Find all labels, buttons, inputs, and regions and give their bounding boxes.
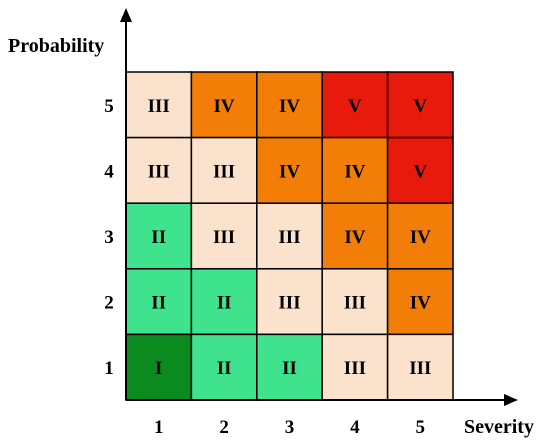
matrix-cell-p5-s2	[190, 71, 258, 139]
matrix-cell-level-p1-s2: II	[217, 358, 232, 379]
x-tick-label: 3	[285, 417, 295, 438]
matrix-cell-level-p3-s4: IV	[344, 227, 365, 248]
matrix-cell-level-p5-s1: III	[148, 96, 170, 117]
matrix-cell-p3-s4	[321, 202, 389, 270]
matrix-cell-p4-s5	[386, 136, 454, 204]
matrix-cell-p1-s1	[125, 333, 193, 401]
matrix-cell-level-p4-s2: III	[213, 161, 235, 182]
x-tick-label: 4	[350, 417, 360, 438]
matrix-cell-p2-s3	[256, 268, 323, 336]
matrix-cell-p3-s2	[190, 202, 258, 270]
y-tick-label: 1	[104, 358, 114, 379]
x-tick-label: 5	[416, 417, 426, 438]
matrix-cell-level-p2-s3: III	[278, 293, 300, 314]
matrix-cell-level-p4-s5: V	[413, 161, 427, 182]
axes	[120, 8, 518, 406]
matrix-cell-p1-s2	[190, 333, 258, 401]
matrix-cell-level-p4-s3: IV	[279, 161, 300, 182]
matrix-cell-level-p5-s4: V	[348, 96, 362, 117]
x-tick-labels: 1 2 3 4 5	[154, 417, 425, 438]
x-tick-label: 1	[154, 417, 164, 438]
matrix-cell-p5-s1	[125, 71, 193, 139]
matrix-cell-p2-s4	[321, 268, 389, 336]
x-axis-label: Severity	[464, 416, 534, 438]
matrix-cell-level-p1-s1: I	[155, 358, 162, 379]
matrix-cell-level-p5-s2: IV	[214, 96, 235, 117]
matrix-cell-level-p4-s1: III	[148, 161, 170, 182]
matrix-cell-p2-s5	[386, 268, 454, 336]
matrix-cell-level-p1-s3: II	[282, 358, 297, 379]
matrix-cell-level-p2-s5: IV	[410, 293, 431, 314]
y-tick-label: 5	[104, 96, 114, 117]
y-tick-label: 3	[104, 227, 114, 248]
matrix-cell-level-p3-s5: IV	[410, 227, 431, 248]
matrix-cell-level-p1-s4: III	[344, 358, 366, 379]
matrix-cell-level-p4-s4: IV	[344, 161, 365, 182]
matrix-cell-level-p2-s2: II	[217, 293, 232, 314]
matrix-cell-level-p2-s4: III	[344, 293, 366, 314]
y-axis-arrowhead	[120, 8, 132, 22]
matrix-cell-level-p3-s3: III	[278, 227, 300, 248]
y-tick-label: 4	[104, 161, 114, 182]
matrix-cell-level-p1-s5: III	[409, 358, 431, 379]
matrix-cell-p4-s3	[256, 136, 323, 204]
matrix-cell-p2-s2	[190, 268, 258, 336]
x-axis-arrowhead	[504, 394, 518, 406]
y-tick-label: 2	[104, 293, 114, 314]
matrix-cell-level-p3-s1: II	[151, 227, 166, 248]
matrix-cell-level-p5-s3: IV	[279, 96, 300, 117]
matrix-cell-level-p2-s1: II	[151, 293, 166, 314]
matrix-cell-p1-s3	[256, 333, 323, 401]
matrix-cell-level-p3-s2: III	[213, 227, 235, 248]
x-tick-label: 2	[219, 417, 229, 438]
matrix-cell-level-p5-s5: V	[413, 96, 427, 117]
y-tick-labels: 1 2 3 4 5	[104, 96, 114, 379]
y-axis-label: Probability	[8, 35, 104, 57]
